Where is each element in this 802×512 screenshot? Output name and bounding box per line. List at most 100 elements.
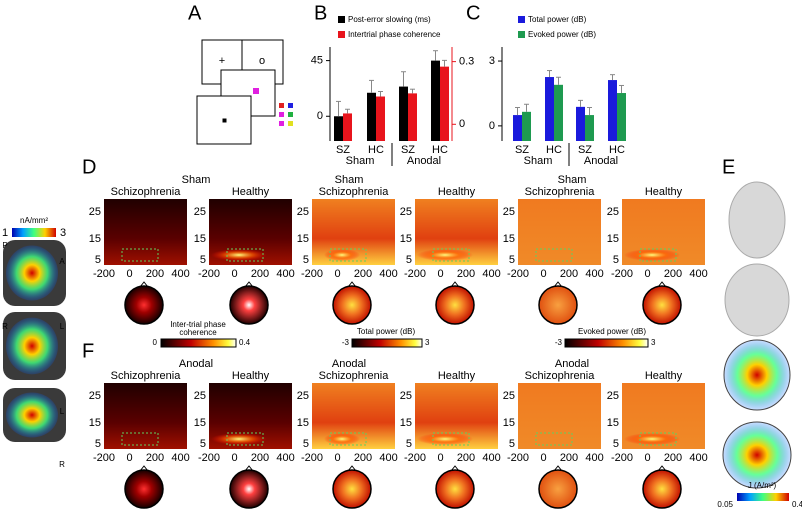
condition-label: Sham — [335, 174, 364, 186]
colorbar — [12, 228, 56, 237]
roi-box — [121, 248, 159, 262]
colorbar-min: 0 — [153, 338, 158, 347]
x-tick-label: 200 — [354, 452, 372, 464]
x-tick-label: -200 — [404, 452, 426, 464]
x-tick-label: -200 — [301, 452, 323, 464]
heatmap-hotspot — [417, 433, 473, 445]
x-tick-label: 400 — [171, 268, 189, 280]
topo-nose — [347, 281, 357, 288]
x-tick-label: 0 — [126, 452, 132, 464]
y-tick-label: 15 — [89, 417, 101, 429]
y-tick-label: 15 — [607, 233, 619, 245]
colorbar-title: Total power (dB) — [357, 327, 416, 336]
x-tick-label: 200 — [664, 268, 682, 280]
x-tick-label: 400 — [585, 452, 603, 464]
y-tick-label: 15 — [400, 233, 412, 245]
x-tick-label: 400 — [379, 452, 397, 464]
topo-nose — [347, 465, 357, 472]
source-activity — [6, 317, 58, 375]
bar — [545, 77, 554, 141]
colorbar-unit: J (A/m²) — [748, 481, 777, 490]
topo-nose — [657, 281, 667, 288]
target: o — [259, 55, 265, 67]
group-title: Healthy — [645, 370, 683, 382]
y-tick-label: 25 — [400, 206, 412, 218]
x-tick-label: HC — [368, 144, 384, 156]
y-tick-label: 0 — [489, 120, 495, 132]
bar — [431, 60, 440, 141]
source-activity — [6, 392, 58, 438]
head-model — [728, 181, 786, 259]
x-tick-label: 200 — [251, 268, 269, 280]
y-tick-label: 25 — [89, 390, 101, 402]
x-tick-label: 200 — [560, 452, 578, 464]
head-model — [724, 263, 790, 337]
panel-letter: D — [82, 156, 96, 178]
y-tick-label: 25 — [503, 390, 515, 402]
condition-label: Anodal — [555, 358, 589, 370]
y-tick-label: 25 — [194, 390, 206, 402]
group-title: Healthy — [645, 186, 683, 198]
group-title: Schizophrenia — [111, 370, 182, 382]
group-title: Healthy — [232, 186, 270, 198]
heatmap-hotspot — [211, 249, 267, 261]
colorbar — [737, 493, 789, 501]
y-tick-label: 15 — [89, 233, 101, 245]
bar — [367, 92, 376, 141]
colorbar-unit: nA/mm² — [20, 216, 48, 225]
topomap — [538, 285, 578, 325]
topo-nose — [657, 465, 667, 472]
colorbar-max: 3 — [651, 338, 656, 347]
x-tick-label: 400 — [482, 452, 500, 464]
colorbar-max: 0.45 — [792, 500, 802, 509]
colorbar-min: 0.05 — [717, 500, 733, 509]
y-tick-label: 25 — [607, 206, 619, 218]
x-tick-label: 400 — [276, 452, 294, 464]
x-tick-label: HC — [546, 144, 562, 156]
legend-label: Evoked power (dB) — [528, 30, 596, 39]
legend-swatch — [338, 16, 345, 23]
heatmap-hotspot — [624, 433, 680, 445]
group-title: Healthy — [232, 370, 270, 382]
colorbar-max: 3 — [60, 227, 66, 239]
colorbar-title: Inter-trial phase — [170, 320, 226, 329]
y-tick-label: 25 — [194, 206, 206, 218]
colorbar-title: coherence — [179, 328, 217, 337]
topomap — [642, 285, 682, 325]
group-label: Sham — [346, 155, 375, 167]
x-tick-label: -200 — [507, 452, 529, 464]
colorbar-min: 1 — [2, 227, 8, 239]
x-tick-label: 0 — [231, 268, 237, 280]
orientation-letter: L — [60, 322, 65, 331]
roi-box — [226, 432, 264, 446]
group-label: Anodal — [407, 155, 441, 167]
x-tick-label: 0 — [231, 452, 237, 464]
y-tick-label: 5 — [613, 438, 619, 450]
y-tick-label: 5 — [406, 438, 412, 450]
condition-label: Sham — [558, 174, 587, 186]
topo-nose — [139, 281, 149, 288]
fixation: + — [219, 55, 225, 67]
y2-tick-label: 0 — [459, 118, 465, 130]
bar — [343, 113, 352, 141]
bar — [440, 66, 449, 141]
heatmap — [104, 383, 187, 449]
orientation-letter: R — [59, 460, 65, 469]
x-tick-label: 400 — [585, 268, 603, 280]
x-tick-label: SZ — [401, 144, 415, 156]
y2-tick-label: 0.3 — [459, 56, 474, 68]
x-tick-label: 200 — [560, 268, 578, 280]
y-tick-label: 5 — [303, 254, 309, 266]
roi-box — [432, 432, 470, 446]
x-tick-label: 200 — [251, 452, 269, 464]
topomap — [332, 469, 372, 509]
legend-swatch — [338, 31, 345, 38]
legend-label: Total power (dB) — [528, 15, 587, 24]
x-tick-label: -200 — [198, 452, 220, 464]
panel-letter: C — [466, 2, 480, 24]
colorbar-max: 0.4 — [239, 338, 251, 347]
x-tick-label: 200 — [354, 268, 372, 280]
cortex-model — [723, 339, 791, 411]
group-title: Schizophrenia — [319, 186, 390, 198]
panel-a-screens — [196, 39, 293, 145]
